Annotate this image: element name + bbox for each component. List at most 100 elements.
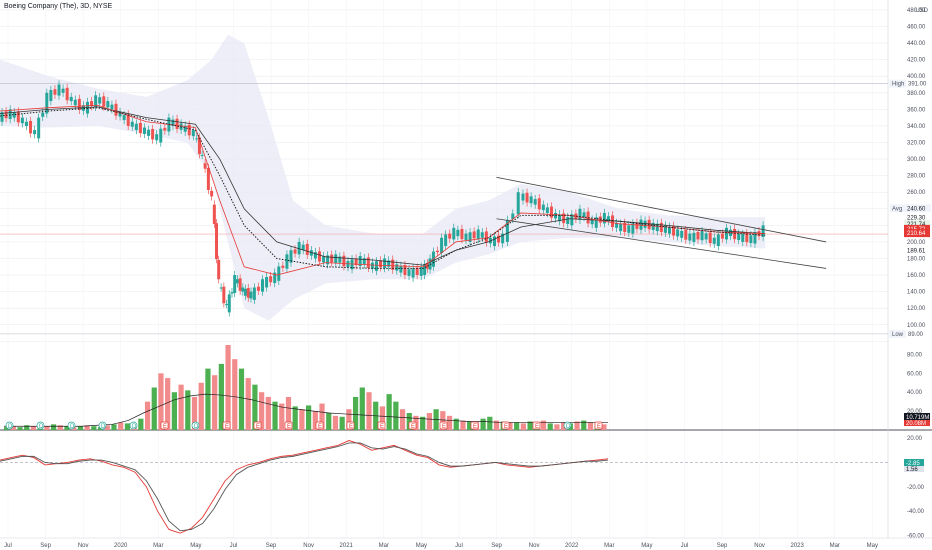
candle-body bbox=[130, 121, 134, 127]
candle-body bbox=[692, 232, 696, 242]
y-tick-label: 440.00 bbox=[907, 41, 926, 47]
candle-body bbox=[289, 250, 293, 263]
volume-bar bbox=[205, 368, 211, 430]
price-tag-box bbox=[905, 204, 931, 213]
macd-tick-label: -20.00 bbox=[907, 485, 925, 491]
candle-body bbox=[488, 237, 492, 244]
y-tick-label: 320.00 bbox=[907, 141, 926, 147]
candle-body bbox=[516, 192, 520, 215]
candle-body bbox=[659, 222, 663, 232]
candle-body bbox=[281, 265, 285, 268]
volume-bar bbox=[171, 392, 177, 430]
x-tick-label: Sep bbox=[266, 543, 277, 549]
macd-value-2: 1.56 bbox=[906, 467, 918, 473]
volume-bar bbox=[218, 363, 224, 430]
candle-body bbox=[419, 266, 423, 276]
candle-body bbox=[33, 130, 37, 135]
candle-body bbox=[200, 154, 204, 156]
candle-body bbox=[525, 192, 529, 203]
candle-body bbox=[61, 88, 65, 93]
volume-bar bbox=[17, 427, 23, 430]
candle-body bbox=[53, 89, 57, 95]
volume-bar bbox=[118, 422, 124, 430]
volume-bar bbox=[57, 425, 63, 430]
volume-bar bbox=[601, 424, 607, 430]
event-marker bbox=[253, 421, 262, 430]
volume-bar bbox=[245, 378, 251, 430]
candle-body bbox=[195, 138, 199, 140]
candle-body bbox=[448, 233, 452, 239]
candle-body bbox=[631, 223, 635, 234]
chart-title: Boeing Company (The), 3D, NYSE bbox=[4, 3, 113, 10]
volume-bar bbox=[346, 409, 352, 430]
volume-label-box-2 bbox=[904, 420, 930, 426]
y-tick-label: 280.00 bbox=[907, 174, 926, 180]
y-tick-label: 180.00 bbox=[907, 256, 926, 262]
candle-body bbox=[749, 235, 753, 244]
candle-body bbox=[615, 222, 619, 228]
candle-body bbox=[244, 288, 248, 296]
candle-body bbox=[468, 232, 472, 242]
event-marker-label: D bbox=[132, 424, 137, 430]
event-marker-label: E bbox=[442, 424, 446, 430]
volume-bar bbox=[292, 406, 298, 430]
volume-bar bbox=[587, 422, 594, 430]
candle-body bbox=[383, 258, 387, 269]
candle-body bbox=[147, 129, 151, 136]
event-marker-label: E bbox=[163, 424, 167, 430]
event-marker-label: E bbox=[504, 424, 508, 430]
event-marker-label: E bbox=[318, 424, 322, 430]
candle-body bbox=[362, 258, 366, 265]
candle-body bbox=[704, 233, 708, 240]
volume-bar bbox=[30, 426, 37, 430]
event-marker bbox=[284, 421, 293, 430]
event-marker bbox=[470, 421, 479, 430]
candle-body bbox=[395, 264, 399, 271]
x-tick-label: Mar bbox=[830, 543, 840, 549]
volume-bar bbox=[124, 423, 131, 430]
volume-bar bbox=[272, 401, 278, 430]
x-tick-label: 2021 bbox=[340, 543, 354, 549]
price-tag-label: Avg bbox=[892, 206, 902, 212]
volume-bar bbox=[238, 368, 245, 430]
volume-bar bbox=[406, 413, 412, 430]
volume-bar bbox=[225, 345, 231, 430]
x-tick-label: 2022 bbox=[565, 543, 579, 549]
channel-upper-line bbox=[496, 176, 827, 243]
candle-body bbox=[183, 125, 187, 132]
event-marker-label: E bbox=[597, 424, 601, 430]
candle-body bbox=[444, 234, 448, 247]
candle-body bbox=[379, 260, 383, 268]
event-marker-label: D bbox=[194, 424, 199, 430]
volume-bar bbox=[467, 421, 473, 430]
volume-bar bbox=[386, 394, 392, 430]
volume-bar bbox=[144, 401, 151, 430]
candle-body bbox=[761, 225, 765, 237]
candle-body bbox=[663, 225, 667, 233]
event-marker bbox=[594, 421, 603, 430]
candle-body bbox=[737, 233, 741, 240]
x-tick-label: Mar bbox=[153, 543, 163, 549]
candle-body bbox=[222, 286, 226, 304]
event-marker bbox=[346, 421, 355, 430]
event-marker bbox=[5, 421, 14, 430]
event-marker bbox=[315, 421, 324, 430]
price-tag-label-box bbox=[890, 204, 905, 213]
event-marker bbox=[501, 421, 510, 430]
candle-body bbox=[606, 216, 610, 222]
candle-body bbox=[238, 278, 242, 291]
candle-body bbox=[415, 267, 419, 276]
candle-body bbox=[45, 92, 49, 114]
candle-body bbox=[215, 223, 219, 260]
price-tag-box bbox=[904, 224, 930, 233]
candle-body bbox=[639, 219, 643, 230]
candle-body bbox=[230, 292, 234, 294]
candle-body bbox=[655, 223, 659, 232]
candle-body bbox=[582, 212, 586, 218]
candle-body bbox=[425, 263, 429, 269]
candle-body bbox=[330, 254, 334, 263]
volume-bar bbox=[285, 396, 292, 430]
candle-body bbox=[114, 103, 118, 116]
candle-body bbox=[672, 225, 676, 236]
candle-body bbox=[464, 233, 468, 240]
